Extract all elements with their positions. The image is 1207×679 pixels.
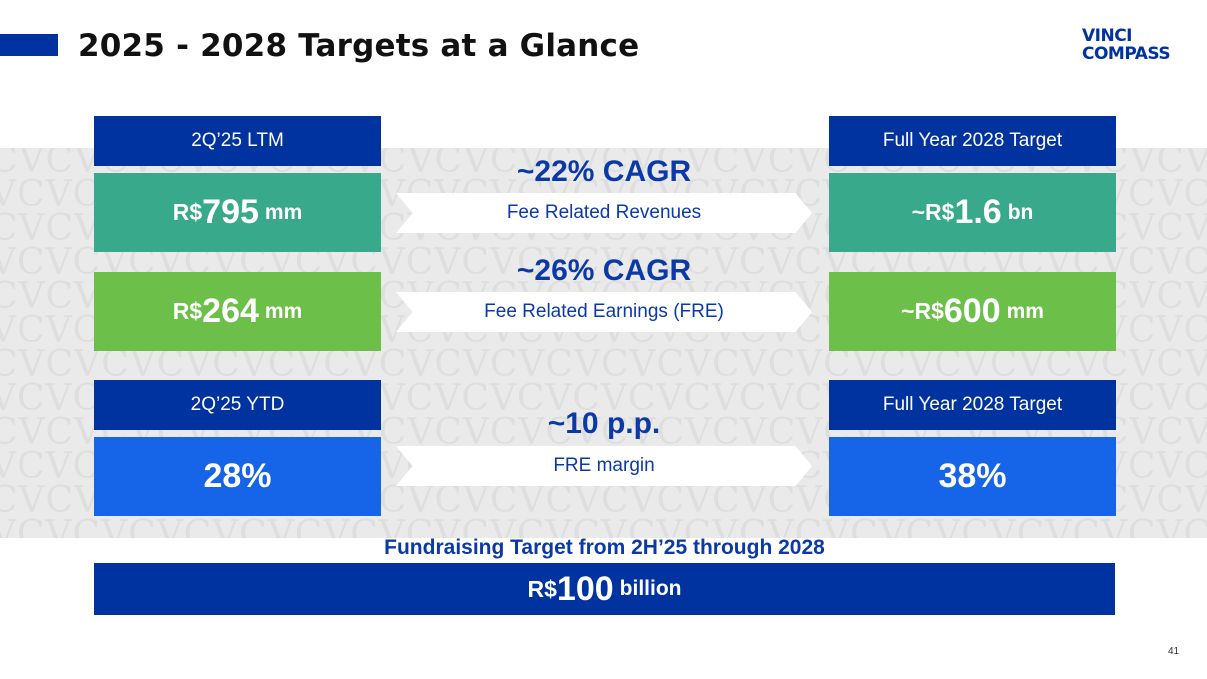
left-revenue-value: R$ 795 mm (94, 173, 381, 252)
left-earnings-value: R$ 264 mm (94, 272, 381, 351)
title-accent-bar (0, 34, 58, 56)
earnings-number: 264 (202, 292, 259, 330)
fundraising-prefix: R$ (527, 575, 557, 602)
right-margin-value: 38% (829, 437, 1116, 516)
revenue-number: 795 (202, 193, 259, 231)
target-earnings-unit: mm (1006, 299, 1044, 323)
fundraising-value-box: R$ 100 billion (94, 563, 1115, 615)
margin-arrow: FRE margin (396, 446, 812, 486)
margin-delta: ~10 p.p. (547, 407, 661, 440)
target-revenue-number: 1.6 (954, 193, 1002, 231)
logo-line-2: COMPASS (1082, 44, 1171, 64)
fundraising-unit: billion (619, 577, 682, 600)
margin-arrow-label: FRE margin (553, 455, 655, 476)
revenue-arrow: Fee Related Revenues (396, 193, 812, 233)
earnings-arrow: Fee Related Earnings (FRE) (396, 292, 812, 332)
fundraising-number: 100 (556, 569, 614, 608)
revenue-cagr: ~22% CAGR (516, 155, 692, 188)
earnings-unit: mm (264, 299, 303, 323)
revenue-arrow-label: Fee Related Revenues (506, 202, 702, 223)
right-revenue-value: ~R$ 1.6 bn (829, 173, 1116, 252)
margin-number: 28% (203, 457, 272, 495)
vinci-compass-logo: VINCI COMPASS (1082, 27, 1192, 63)
right-header-target-1: Full Year 2028 Target (829, 116, 1116, 166)
target-earnings-number: 600 (943, 292, 1001, 330)
logo-line-1: VINCI (1082, 26, 1133, 46)
target-revenue-prefix: ~R$ (911, 199, 955, 225)
earnings-cagr: ~26% CAGR (516, 254, 692, 287)
target-revenue-unit: bn (1007, 200, 1034, 224)
target-earnings-prefix: ~R$ (901, 298, 944, 324)
slide-title: 2025 - 2028 Targets at a Glance (78, 28, 640, 64)
earnings-arrow-label: Fee Related Earnings (FRE) (484, 301, 724, 322)
right-earnings-value: ~R$ 600 mm (829, 272, 1116, 351)
target-margin-number: 38% (938, 457, 1007, 495)
left-header-ltm: 2Q’25 LTM (94, 116, 381, 166)
left-margin-value: 28% (94, 437, 381, 516)
right-header-target-2: Full Year 2028 Target (829, 380, 1116, 430)
left-header-ytd: 2Q’25 YTD (94, 380, 381, 430)
revenue-prefix: R$ (172, 199, 203, 225)
page-number: 41 (1168, 646, 1180, 657)
revenue-unit: mm (264, 200, 303, 224)
earnings-prefix: R$ (172, 298, 203, 324)
fundraising-title: Fundraising Target from 2H’25 through 20… (384, 536, 825, 559)
